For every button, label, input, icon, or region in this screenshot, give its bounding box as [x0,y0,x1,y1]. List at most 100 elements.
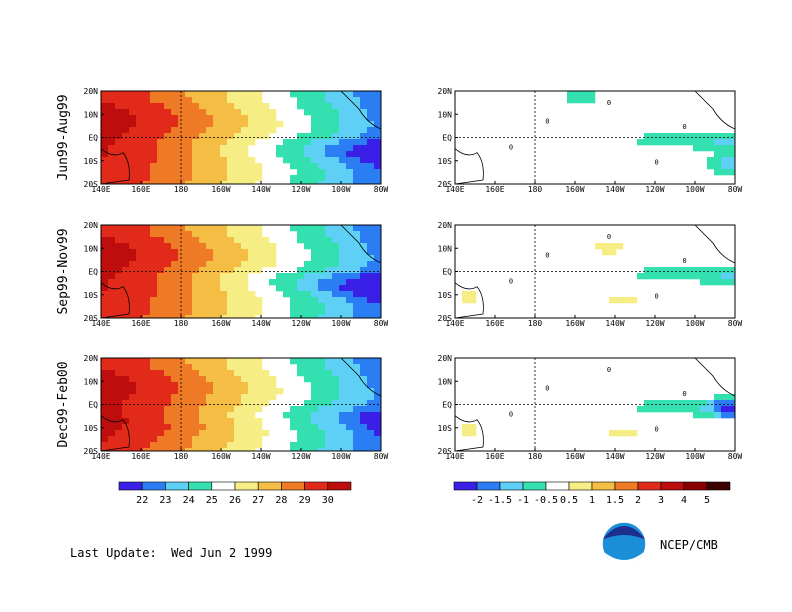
y-tick-label: 10N [84,110,99,119]
y-tick-label: 20S [438,447,453,456]
x-tick-label: 180 [174,185,189,194]
x-tick-label: 80W [374,319,389,328]
x-tick-label: 100W [331,319,350,328]
x-tick-label: 160E [131,185,150,194]
x-tick-label: 80W [728,185,743,194]
legend-swatch [257,481,282,491]
y-tick-label: EQ [442,268,452,277]
legend-label: 1 [589,495,595,506]
x-tick-label: 80W [374,452,389,461]
legend-label: 30 [322,495,334,506]
x-tick-label: 180 [174,452,189,461]
x-tick-label: 120W [291,185,310,194]
x-tick-label: 160E [131,452,150,461]
y-tick-label: 20S [84,180,99,189]
contour-label: 0 [682,390,686,398]
y-tick-label: 10N [84,244,99,253]
legend-swatch [327,481,352,491]
legend-label: 4 [681,495,687,506]
contour-label: 0 [545,118,549,126]
legend-swatch [660,481,685,491]
x-tick-label: 160W [211,319,230,328]
legend-swatch [522,481,547,491]
x-tick-label: 100W [331,185,350,194]
legend-swatch [304,481,329,491]
x-tick-label: 140W [605,452,624,461]
anomaly-panel-1: 140E 160E 180 160W 140W 120W 100W 80W 20N 10N EQ 10… [438,87,743,194]
last-update: Last Update: Wed Jun 2 1999 [70,546,272,560]
y-tick-label: EQ [442,401,452,410]
legend-swatch [591,481,616,491]
y-tick-label: 20N [84,87,99,96]
season-label: Sep99-Nov99 [56,228,71,314]
x-tick-label: 140E [91,185,110,194]
y-tick-label: 20N [438,221,453,230]
legend-label: 0.5 [560,495,578,506]
x-tick-label: 120W [645,185,664,194]
legend-label: -2 [471,495,483,506]
x-tick-label: 160W [565,452,584,461]
y-tick-label: 10N [438,244,453,253]
x-tick-label: 100W [331,452,350,461]
contour-label: 0 [545,252,549,260]
x-tick-label: 160E [485,185,504,194]
legend-swatch [614,481,639,491]
legend-swatch [568,481,593,491]
x-tick-label: 120W [291,452,310,461]
y-tick-label: EQ [88,401,98,410]
x-tick-label: 140E [91,452,110,461]
x-tick-label: 140E [445,319,464,328]
legend-swatch [706,481,731,491]
legend-label: 28 [275,495,287,506]
legend-label: 27 [252,495,264,506]
x-tick-label: 140W [251,185,270,194]
y-tick-label: 20N [84,354,99,363]
legend-swatch [211,481,236,491]
x-tick-label: 160W [211,185,230,194]
legend-label: 22 [136,495,148,506]
last-update-value: Wed Jun 2 1999 [171,546,273,560]
contour-label: 0 [654,426,658,434]
legend-label: 24 [183,495,195,506]
y-tick-label: EQ [88,134,98,143]
legend-swatch [141,481,166,491]
x-tick-label: 140W [605,185,624,194]
x-tick-label: 140W [251,452,270,461]
y-tick-label: 20N [438,87,453,96]
x-tick-label: 100W [685,185,704,194]
legend-swatch [234,481,259,491]
y-tick-label: EQ [88,268,98,277]
x-tick-label: 100W [685,452,704,461]
contour-label: 0 [509,411,513,419]
legend-swatch [453,481,478,491]
x-tick-label: 180 [174,319,189,328]
x-tick-label: 140W [251,319,270,328]
contour-label: 0 [509,144,513,152]
legend-label: 23 [159,495,171,506]
y-tick-label: 10S [84,291,99,300]
y-tick-label: 10S [438,157,453,166]
x-tick-label: 160E [131,319,150,328]
org-label: NCEP/CMB [660,538,718,552]
last-update-label: Last Update: [70,546,157,560]
contour-label: 0 [654,159,658,167]
contour-label: 0 [545,385,549,393]
y-tick-label: 10N [438,377,453,386]
y-tick-label: 20N [438,354,453,363]
y-tick-label: 10S [84,157,99,166]
sst-panel-3: 140E 160E 180 160W 140W 120W 100W 80W 20N 10N EQ 10… [84,354,389,461]
x-tick-label: 80W [728,319,743,328]
contour-label: 0 [682,257,686,265]
y-tick-label: 20S [438,180,453,189]
noaa-logo-icon [601,521,647,567]
y-tick-label: 10S [438,291,453,300]
contour-label: 0 [654,293,658,301]
x-tick-label: 140E [91,319,110,328]
legend-swatch [683,481,708,491]
legend-label: -0.5 [534,495,558,506]
x-tick-label: 160E [485,319,504,328]
sst-panel-2: 140E 160E 180 160W 140W 120W 100W 80W 20N 10N EQ 10… [84,221,389,328]
x-tick-label: 140E [445,185,464,194]
y-tick-label: 20S [84,314,99,323]
